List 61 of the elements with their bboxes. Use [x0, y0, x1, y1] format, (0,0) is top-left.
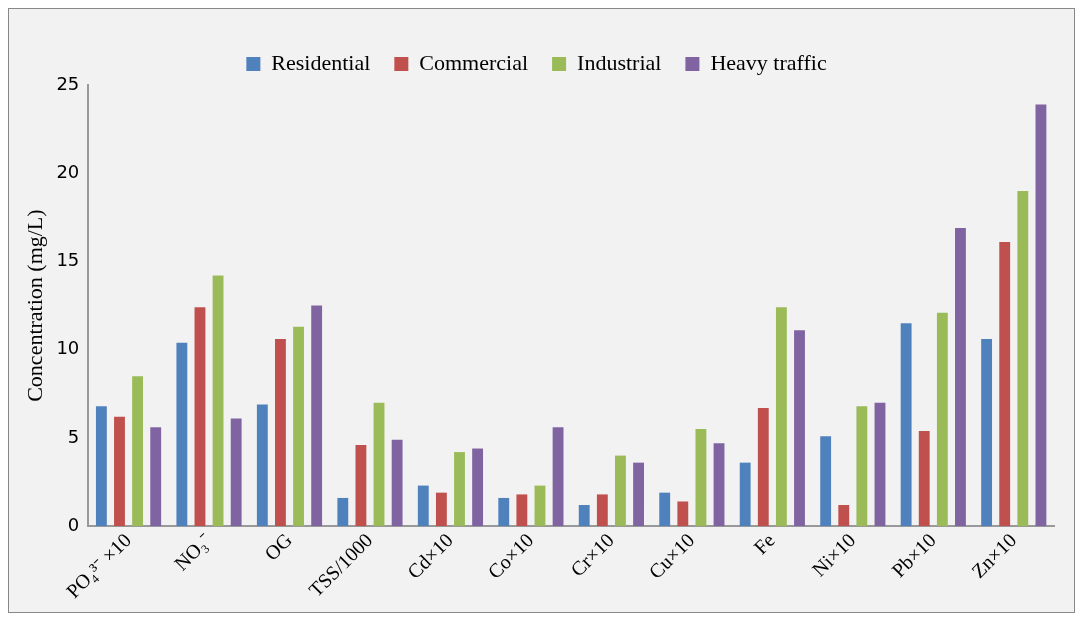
bar — [417, 485, 429, 527]
bar — [739, 462, 751, 527]
bar — [659, 492, 671, 527]
bar — [150, 427, 162, 527]
bar — [95, 406, 107, 527]
x-tick-label: Fe — [749, 528, 779, 559]
bar — [713, 443, 725, 527]
bar — [337, 497, 349, 527]
bar — [775, 307, 787, 527]
y-tick-label: 15 — [56, 249, 80, 271]
y-axis-title: Concentration (mg/L) — [21, 209, 47, 402]
bar — [633, 462, 644, 527]
bar — [999, 242, 1011, 527]
y-tick-label: 5 — [67, 425, 80, 447]
bar — [677, 501, 689, 527]
legend-label: Residential — [271, 49, 371, 75]
bar — [615, 455, 626, 527]
bar — [757, 407, 769, 527]
bar — [176, 342, 188, 527]
legend-label: Heavy traffic — [710, 49, 827, 75]
bar — [936, 312, 948, 527]
bar — [498, 497, 510, 527]
bar — [194, 307, 206, 527]
y-tick-label: 10 — [56, 337, 80, 359]
bar — [838, 505, 850, 527]
bar — [311, 305, 323, 527]
bar — [373, 402, 385, 527]
bar — [516, 494, 528, 527]
bar — [212, 275, 224, 527]
y-tick-label: 0 — [67, 513, 80, 535]
bar — [355, 445, 367, 527]
bar — [534, 485, 546, 527]
y-tick-label: 20 — [56, 160, 80, 182]
bar — [900, 323, 912, 527]
bar — [918, 430, 930, 527]
bar — [293, 326, 304, 527]
bar — [391, 439, 403, 527]
bar — [981, 339, 993, 527]
x-tick-label: OG — [260, 528, 297, 565]
bar — [695, 429, 707, 527]
bar — [874, 402, 886, 527]
bar — [1035, 104, 1047, 527]
bar — [596, 494, 608, 527]
bar — [454, 452, 465, 527]
bar — [256, 404, 268, 527]
bar — [552, 427, 564, 527]
bar — [435, 492, 447, 527]
bar — [794, 330, 805, 527]
bar — [820, 436, 832, 527]
bar — [578, 505, 590, 527]
bar — [472, 448, 484, 527]
bar — [275, 339, 286, 527]
bar — [230, 418, 242, 527]
bar — [856, 406, 868, 527]
bar — [132, 376, 144, 527]
legend-label: Commercial — [419, 49, 529, 75]
bar — [1017, 190, 1029, 527]
bar — [114, 416, 125, 527]
bar — [955, 227, 966, 527]
y-tick-label: 25 — [56, 72, 80, 94]
legend-label: Industrial — [577, 49, 662, 75]
